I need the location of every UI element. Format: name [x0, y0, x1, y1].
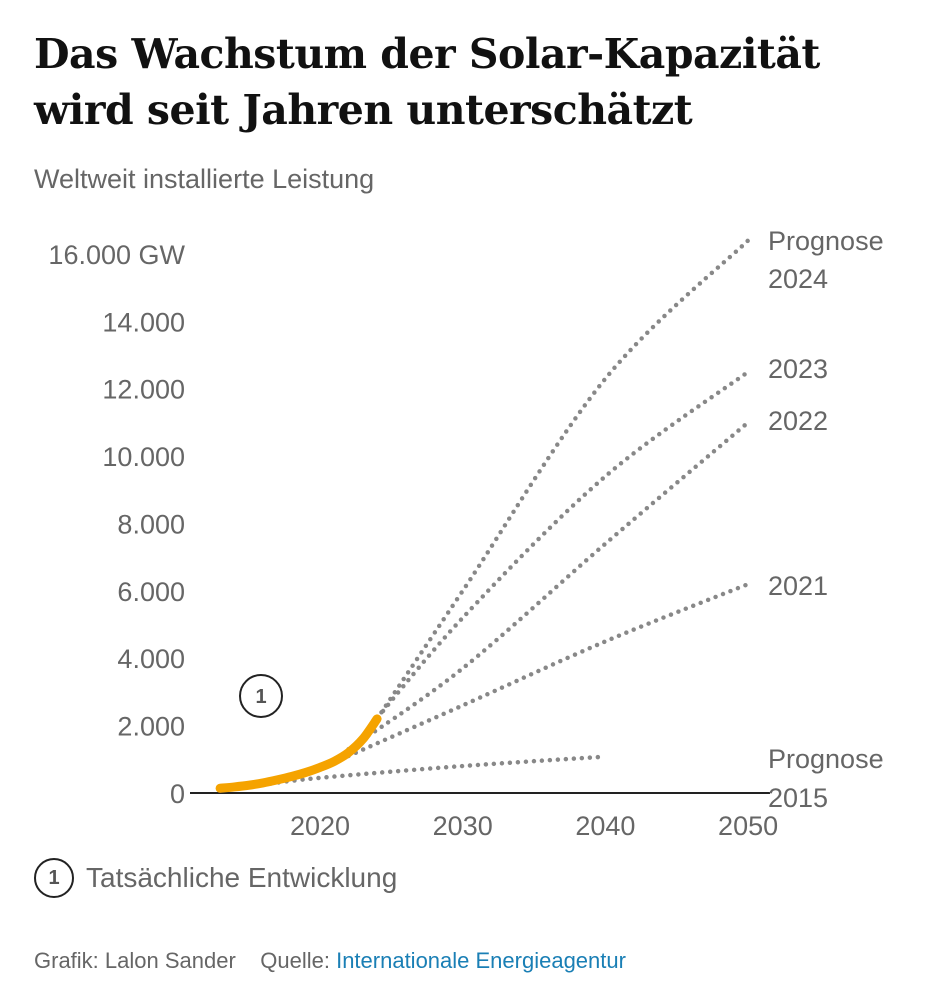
series-label: Prognose [768, 226, 884, 256]
y-tick-label: 16.000 GW [48, 240, 185, 270]
legend-text: Tatsächliche Entwicklung [86, 862, 398, 893]
forecast-series-line [346, 420, 751, 752]
y-tick-label: 6.000 [117, 577, 185, 607]
forecast-series-line [346, 581, 751, 759]
forecast-series-line [360, 369, 751, 738]
annotation-circle [239, 674, 283, 718]
y-tick-label: 8.000 [117, 509, 185, 539]
actual-series-line [215, 714, 382, 793]
y-tick-label: 10.000 [102, 442, 185, 472]
y-tick-label: 12.000 [102, 375, 185, 405]
forecast-series-line [374, 238, 751, 722]
legend: 1 Tatsächliche Entwicklung [34, 858, 397, 898]
chart-title: Das Wachstum der Solar-Kapazität wird se… [34, 30, 820, 134]
footer: Grafik: Lalon Sander Quelle: Internation… [34, 948, 626, 974]
series-label: 2024 [768, 264, 828, 294]
source-link[interactable]: Internationale Energieagentur [336, 948, 626, 973]
x-tick-label: 2030 [433, 811, 493, 841]
x-tick-label: 2050 [718, 811, 778, 841]
series-label: 2022 [768, 406, 828, 436]
series-label: 2015 [768, 783, 828, 813]
y-tick-label: 4.000 [117, 644, 185, 674]
annotation-number: 1 [255, 686, 266, 708]
x-tick-label: 2020 [290, 811, 350, 841]
chart-subtitle: Weltweit installierte Leistung [34, 164, 375, 194]
y-tick-label: 0 [170, 779, 185, 809]
credit: Grafik: Lalon Sander [34, 948, 236, 973]
y-tick-label: 2.000 [117, 712, 185, 742]
series-label: 2023 [768, 354, 828, 384]
source-label: Quelle: [260, 948, 330, 973]
series-label: Prognose [768, 744, 884, 774]
y-tick-label: 14.000 [102, 307, 185, 337]
x-tick-label: 2040 [575, 811, 635, 841]
legend-marker: 1 [34, 858, 74, 898]
series-label: 2021 [768, 571, 828, 601]
